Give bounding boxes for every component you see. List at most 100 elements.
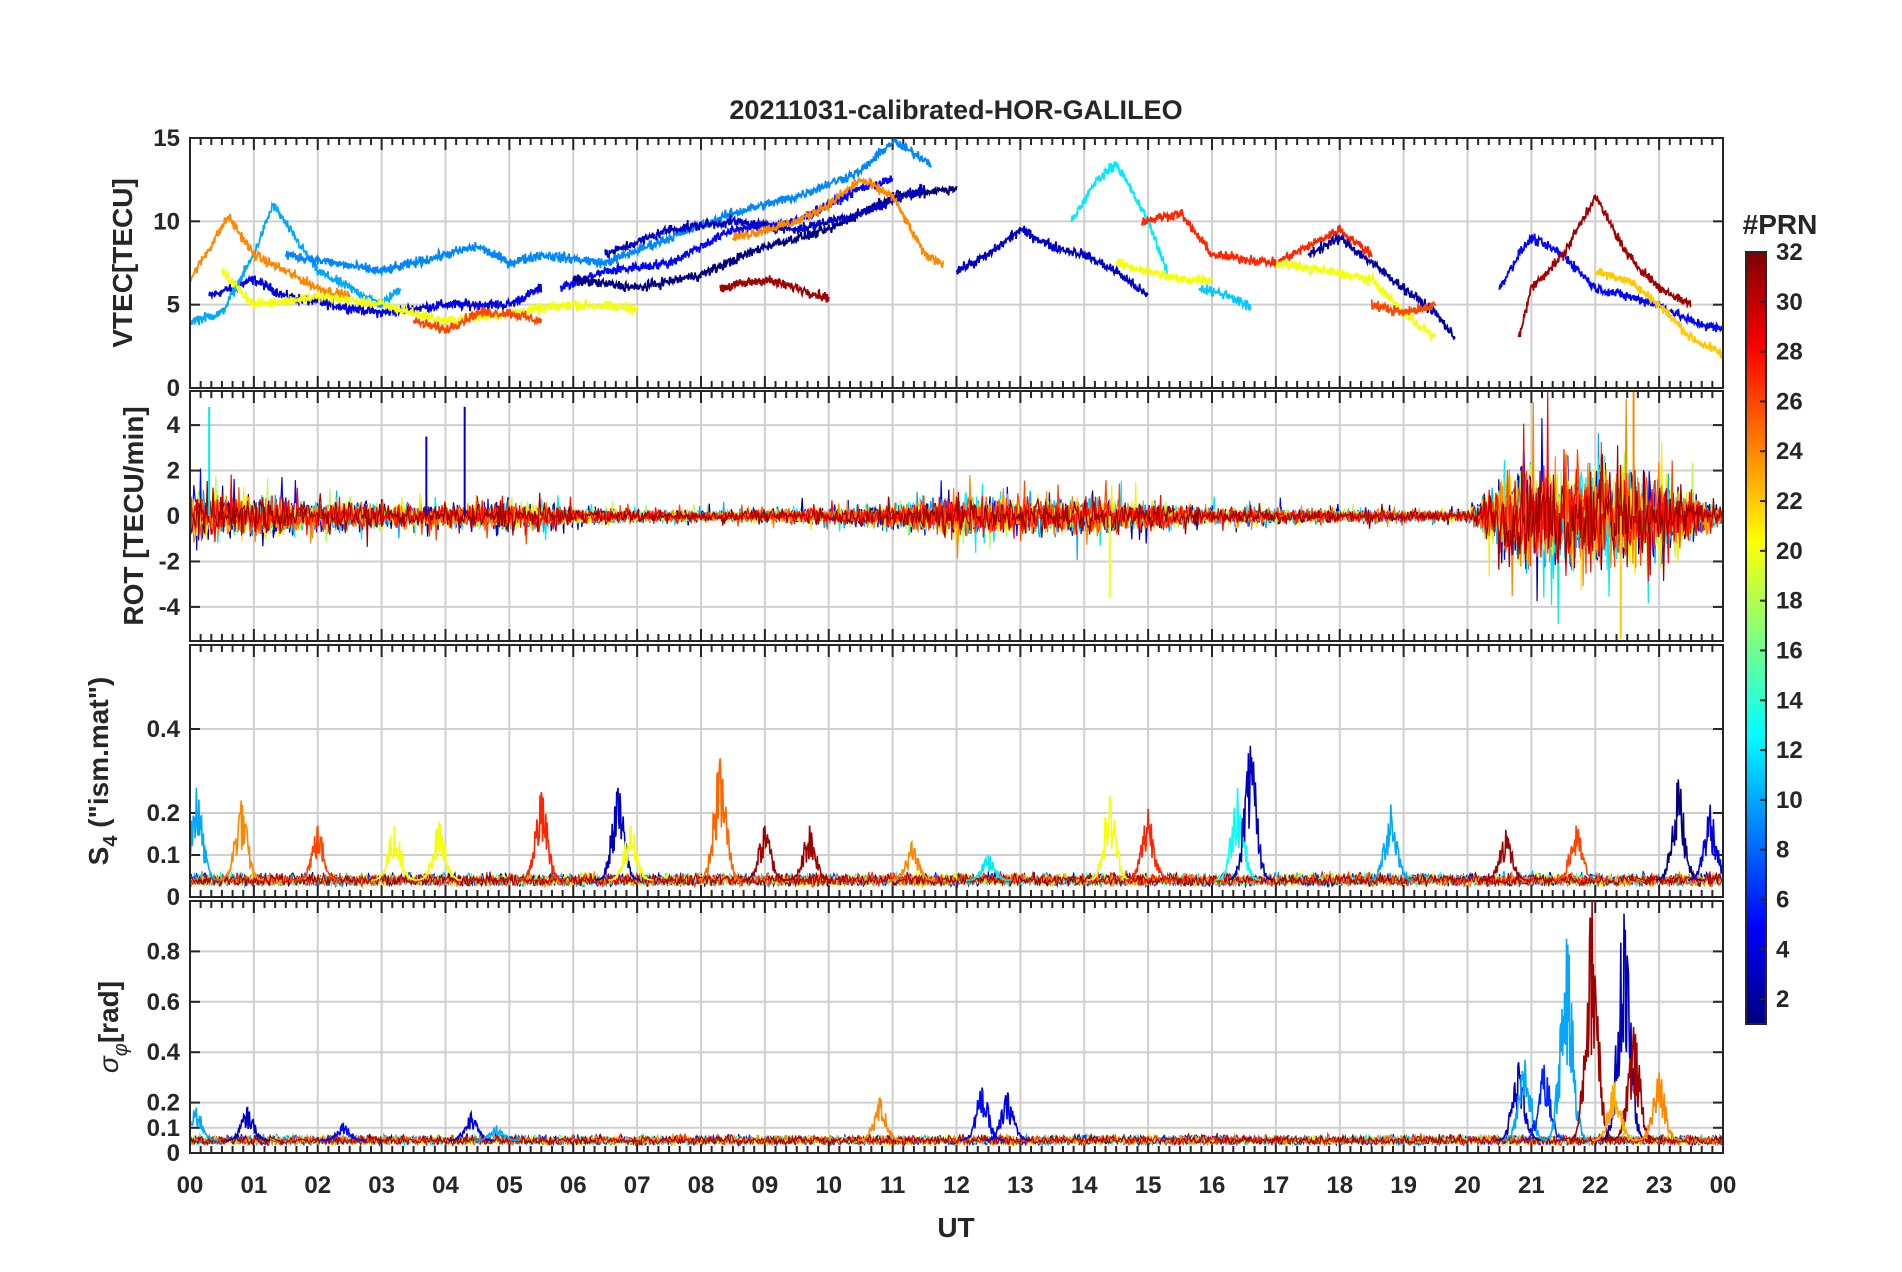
sigma_phi-burst-prn-24: [857, 1097, 903, 1142]
x-tick-label: 11: [880, 1172, 905, 1199]
colorbar-tick-label: 16: [1776, 637, 1803, 664]
vtec-ylabel: VTEC[TECU]: [107, 178, 138, 348]
s4-ytick-label: 0: [167, 884, 180, 911]
sigma_phi-burst-prn-3: [225, 1106, 270, 1142]
s4-axes-box: [189, 644, 1724, 898]
sigma_phi-baseline-prn-31: [190, 1132, 1723, 1147]
x-tick-label: 13: [1007, 1172, 1034, 1199]
s4-burst-prn-31: [1483, 829, 1529, 881]
sigma_phi-burst-prn-10: [1543, 938, 1590, 1141]
s4-burst-prn-27: [518, 791, 564, 881]
colorbar-tick-label: 14: [1776, 687, 1803, 714]
s4-ylabel: S4 ("ism.mat"): [83, 677, 122, 866]
panel-rot: -4 -2 0 2 4 ROT [TECU/min]: [118, 390, 1724, 642]
x-tick-label: 20: [1454, 1172, 1481, 1199]
sigma_phi-ytick-label: 0.4: [147, 1039, 181, 1066]
s4-burst-prn-24: [218, 800, 264, 881]
panel-s4: 0 0.1 0.2 0.4 S4 ("ism.mat"): [83, 644, 1724, 911]
colorbar-tick-label: 32: [1776, 239, 1803, 266]
vtec-series-prn-31: [719, 275, 830, 303]
s4-burst-prn-27: [1125, 808, 1171, 881]
rot-ytick-label: 0: [167, 503, 180, 530]
vtec-series-prn-4: [208, 274, 543, 319]
colorbar-tick-label: 12: [1776, 737, 1803, 764]
x-tick-labels: 00 01 02 03 04 05 06 07 08 09 10 11 12 13 14 15 16 17 18 19…: [177, 1172, 1737, 1199]
s4-ylabel-rest: ("ism.mat"): [83, 677, 114, 836]
vtec-series-prn-20: [1275, 258, 1436, 342]
vtec-series-prn-20: [221, 267, 638, 328]
vtec-series-prn-26: [1370, 299, 1437, 317]
rot-series-prn-31: [190, 445, 1723, 581]
sigma_phi-burst-prn-3: [1496, 1062, 1542, 1142]
x-tick-label: 15: [1135, 1172, 1162, 1199]
sigma_phi-burst-prn-31: [1610, 1026, 1657, 1142]
s4-ylabel-sub: 4: [100, 835, 122, 847]
sigma_phi-burst-prn-6: [1521, 1064, 1567, 1142]
chart-title: 20211031-calibrated-HOR-GALILEO: [729, 95, 1182, 125]
vtec-series-prn-9: [284, 138, 932, 278]
x-tick-label: 21: [1518, 1172, 1545, 1199]
s4-burst-prn-20: [608, 825, 654, 881]
rot-data: [190, 391, 1723, 639]
x-tick-label: 18: [1326, 1172, 1353, 1199]
sigma_phi-burst-prn-23: [1591, 1082, 1637, 1142]
colorbar-tick-label: 20: [1776, 538, 1803, 565]
rot-ytick-label: 2: [167, 458, 180, 485]
x-tick-label: 07: [624, 1172, 651, 1199]
vtec-series-prn-24: [190, 213, 351, 301]
vtec-axes-box: [189, 137, 1724, 389]
sigma_phi-ytick-label: 0: [167, 1140, 180, 1167]
s4-burst-prn-4: [1687, 804, 1723, 881]
rot-ylabel: ROT [TECU/min]: [118, 406, 149, 625]
s4-burst-prn-25: [697, 758, 743, 881]
s4-burst-prn-31: [787, 825, 833, 881]
panel-sigma_phi: 00.10.2 0.4 0.6 0.8 σφ[rad]: [93, 900, 1724, 1167]
sigma_phi-ylabel-main: σ: [93, 1055, 124, 1073]
vtec-series-prn-27: [1140, 209, 1373, 269]
vtec-series-prn-20: [1115, 256, 1213, 286]
vtec-series-prn-24: [732, 177, 945, 268]
s4-ytick-labels: 0 0.1 0.2 0.4: [147, 716, 181, 911]
sigma_phi-burst-prn-10: [190, 1107, 219, 1142]
sigma_phi-burst-prn-5: [959, 1087, 1005, 1142]
vtec-ytick-label: 10: [153, 208, 180, 235]
s4-burst-prn-3: [595, 787, 641, 881]
s4-ytick-label: 0.2: [147, 800, 180, 827]
colorbar-tick-label: 22: [1776, 488, 1803, 515]
vtec-ticks: [189, 137, 1724, 389]
vtec-ytick-label: 15: [153, 125, 180, 152]
s4-ticks: [189, 645, 1724, 898]
s4-burst-prn-10: [190, 787, 219, 881]
s4-ylabel-main: S: [83, 847, 114, 866]
s4-burst-prn-20: [416, 821, 462, 881]
rot-ticks: [189, 391, 1724, 641]
x-tick-label: 10: [815, 1172, 842, 1199]
vtec-series-prn-10: [190, 201, 402, 326]
sigma_phi-ylabel-rest: [rad]: [93, 981, 124, 1043]
s4-burst-prn-12: [966, 854, 1011, 882]
s4-burst-prn-20: [1087, 796, 1133, 881]
sigma_phi-ytick-labels: 00.10.2 0.4 0.6 0.8: [147, 938, 181, 1167]
sigma_phi-burst-prn-10: [1502, 1059, 1548, 1142]
rot-ytick-label: -4: [159, 594, 181, 621]
s4-burst-prn-3: [1228, 745, 1273, 881]
vtec-series-prn-11: [1198, 284, 1252, 311]
panel-vtec: 0 5 10 15 VTEC[TECU]: [107, 125, 1724, 402]
colorbar-tick-label: 10: [1776, 787, 1803, 814]
rot-ytick-label: -2: [159, 548, 180, 575]
rot-ytick-labels: -4 -2 0 2 4: [159, 412, 181, 621]
s4-ytick-label: 0.4: [147, 716, 181, 743]
sigma_phi-burst-prn-10: [474, 1125, 519, 1142]
sigma_phi-burst-prn-5: [320, 1122, 366, 1142]
x-axis-label: UT: [937, 1212, 974, 1243]
s4-baseline-prn-31: [190, 870, 1723, 889]
rot-axes-box: [189, 390, 1724, 642]
sigma_phi-ytick-label: 0.8: [147, 938, 180, 965]
sigma_phi-grid: [190, 901, 1723, 1153]
sigma_phi-ytick-label: 0.1: [147, 1115, 180, 1142]
s4-burst-prn-10: [1368, 804, 1414, 881]
vtec-series-prn-31: [1517, 194, 1692, 338]
vtec-series-prn-3: [604, 183, 926, 261]
colorbar-tick-label: 4: [1776, 936, 1790, 963]
